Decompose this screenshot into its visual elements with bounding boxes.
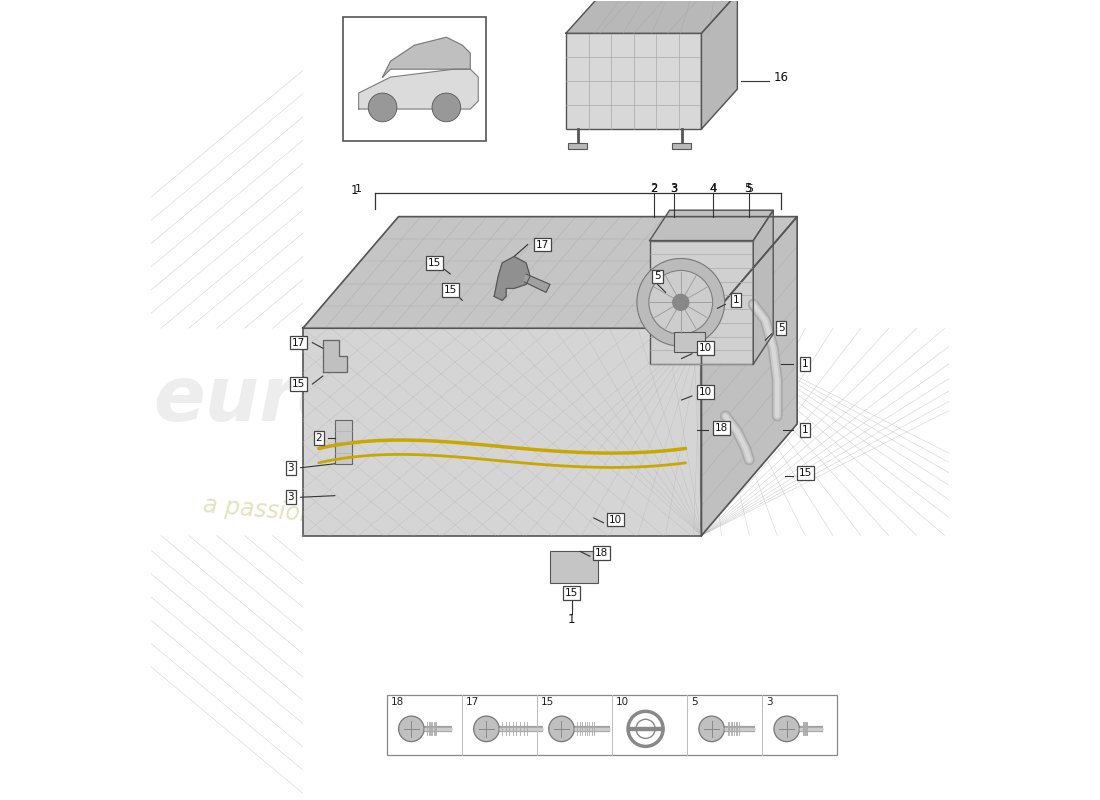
Text: 2: 2: [650, 184, 657, 194]
Polygon shape: [628, 727, 663, 730]
Text: 5: 5: [778, 323, 784, 334]
Bar: [673, 332, 705, 352]
Polygon shape: [754, 210, 773, 364]
Circle shape: [398, 716, 425, 742]
Text: 5: 5: [691, 698, 697, 707]
Bar: [565, 34, 702, 129]
Text: 2: 2: [316, 434, 322, 443]
Circle shape: [774, 716, 800, 742]
Text: 15: 15: [799, 468, 812, 478]
Circle shape: [673, 294, 689, 310]
Polygon shape: [565, 0, 737, 34]
Circle shape: [549, 716, 574, 742]
Circle shape: [637, 258, 725, 346]
Polygon shape: [702, 0, 737, 129]
Text: 15: 15: [443, 285, 456, 295]
Text: 15: 15: [428, 258, 441, 268]
Text: a passion since 1985: a passion since 1985: [202, 493, 452, 538]
Circle shape: [698, 716, 725, 742]
Text: 1: 1: [802, 359, 808, 369]
Text: 5: 5: [744, 182, 751, 195]
Text: 18: 18: [595, 548, 608, 558]
Text: 5: 5: [654, 271, 661, 282]
Text: 17: 17: [465, 698, 478, 707]
Bar: [386, 695, 837, 754]
Text: 18: 18: [390, 698, 404, 707]
Text: 1: 1: [802, 426, 808, 435]
Bar: [569, 143, 587, 149]
Circle shape: [474, 716, 499, 742]
Polygon shape: [322, 340, 346, 372]
Circle shape: [432, 93, 461, 122]
Text: europ: europ: [154, 363, 405, 437]
Polygon shape: [494, 257, 530, 300]
Text: 15: 15: [293, 379, 306, 389]
Text: 10: 10: [608, 514, 622, 525]
Text: 3: 3: [670, 184, 678, 194]
Bar: [334, 420, 352, 464]
Text: 17: 17: [293, 338, 306, 347]
Text: 3: 3: [670, 182, 678, 195]
Text: 15: 15: [541, 698, 554, 707]
Bar: [302, 328, 702, 535]
Bar: [550, 551, 597, 583]
Circle shape: [649, 270, 713, 334]
Text: 3: 3: [287, 492, 294, 502]
Polygon shape: [359, 69, 478, 109]
Bar: [650, 241, 754, 364]
Text: 1: 1: [568, 613, 575, 626]
Text: 3: 3: [287, 462, 294, 473]
Polygon shape: [383, 38, 471, 77]
Polygon shape: [702, 217, 798, 535]
Polygon shape: [525, 274, 550, 292]
Text: 4: 4: [710, 184, 717, 194]
Polygon shape: [650, 210, 773, 241]
Text: 4: 4: [710, 182, 717, 195]
Text: 5: 5: [746, 184, 752, 194]
Circle shape: [368, 93, 397, 122]
Text: 10: 10: [616, 698, 629, 707]
Polygon shape: [302, 217, 798, 328]
Text: 2: 2: [650, 182, 658, 195]
Text: 18: 18: [715, 423, 728, 433]
Text: 10: 10: [698, 387, 712, 397]
Bar: [343, 18, 486, 141]
Text: 15: 15: [565, 588, 579, 598]
Text: 16: 16: [773, 70, 789, 84]
Bar: [672, 143, 691, 149]
Text: 10: 10: [698, 343, 712, 353]
Text: 1: 1: [733, 295, 739, 306]
Text: 1: 1: [355, 184, 362, 194]
Text: 17: 17: [536, 239, 549, 250]
Text: 3: 3: [766, 698, 772, 707]
Text: 1: 1: [351, 184, 359, 197]
